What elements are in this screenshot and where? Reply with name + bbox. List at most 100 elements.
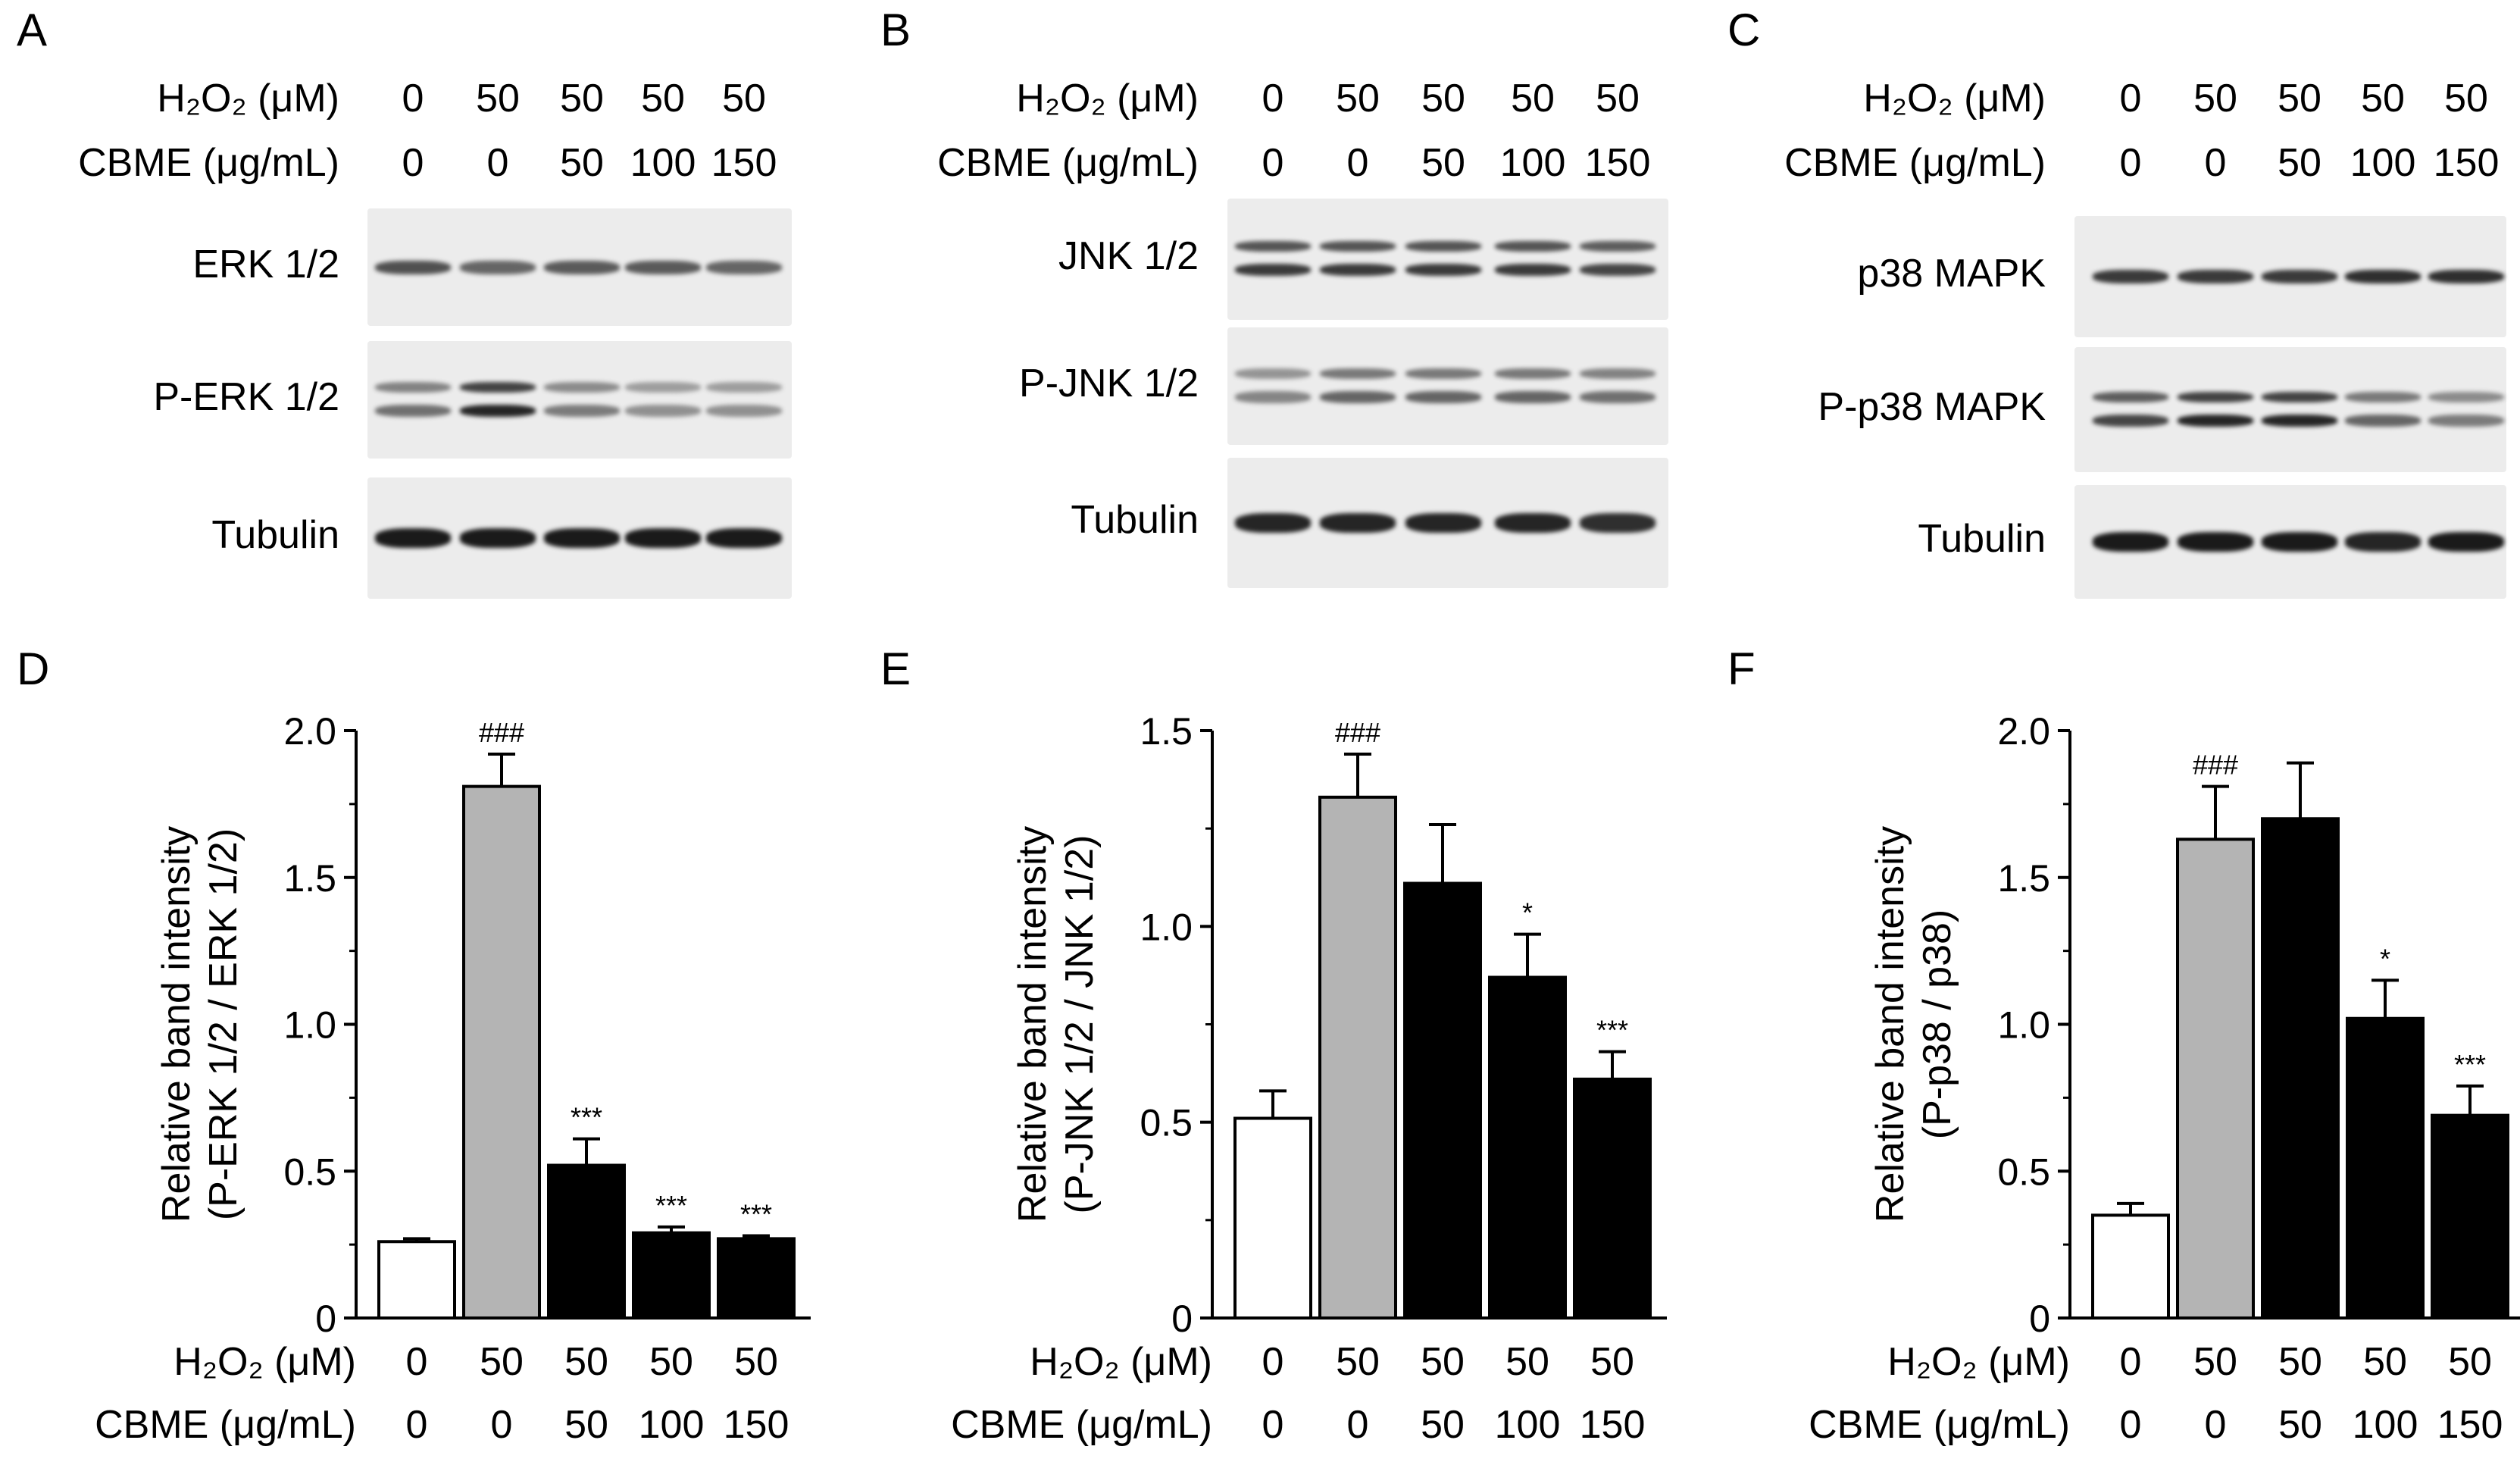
y-axis-label-group: Relative band intensity (P-JNK 1/2 / JNK … (1011, 826, 1102, 1223)
x-cbme-label: CBME (μg/mL) (95, 1403, 356, 1447)
blot-band (1495, 513, 1571, 533)
blot-b-cbme-label: CBME (μg/mL) (937, 141, 1199, 185)
y-axis-label-group: Relative band intensity (P-ERK 1/2 / ERK … (155, 826, 245, 1223)
x-cbme-value: 150 (2437, 1403, 2503, 1447)
blot-band (460, 260, 536, 274)
x-cbme-value: 0 (491, 1403, 513, 1447)
x-cbme-value: 0 (1262, 1403, 1284, 1447)
blot-band (1320, 264, 1396, 276)
bar (377, 1240, 456, 1320)
x-h2o2-value: 50 (1421, 1340, 1465, 1384)
x-h2o2-value: 50 (2448, 1340, 2492, 1384)
blot-b-cbme-value: 0 (1262, 141, 1284, 185)
panel-letter-a: A (17, 5, 48, 55)
x-cbme-value: 100 (2353, 1403, 2418, 1447)
blot-strip (2074, 347, 2506, 472)
significance-label: *** (740, 1199, 772, 1230)
blot-c-h2o2-value: 0 (2119, 77, 2142, 121)
blot-band (544, 381, 620, 393)
blot-strip (1227, 199, 1668, 320)
significance-label: * (1522, 897, 1533, 928)
blot-c-h2o2-value: 50 (2361, 77, 2405, 121)
y-axis-label-sub: (P-p38 / p38) (1915, 909, 1959, 1140)
blot-band (460, 404, 536, 417)
blot-band (2178, 270, 2253, 283)
blot-label: P-ERK 1/2 (153, 374, 339, 419)
blot-strip (2074, 485, 2506, 599)
chart-p-erk: 0 0.5 1.0 1.5 2.0 Relative band intensity (P-E… (95, 710, 811, 1447)
bar (547, 1163, 626, 1320)
x-h2o2-label: H₂O₂ (μM) (1030, 1340, 1212, 1384)
blot-band (625, 404, 701, 417)
blot-band (2428, 532, 2504, 552)
blot-band (2093, 532, 2168, 552)
blot-band (1405, 241, 1481, 252)
x-h2o2-value: 50 (734, 1340, 778, 1384)
blot-band (2345, 391, 2421, 402)
significance-label: *** (1596, 1015, 1628, 1046)
blot-b-h2o2-value: 50 (1511, 77, 1555, 121)
blot-band (625, 260, 701, 274)
y-axis-label: Relative band intensity (1011, 826, 1055, 1223)
x-h2o2-value: 50 (1590, 1340, 1634, 1384)
blot-band (625, 381, 701, 393)
blot-c-cbme-value: 50 (2278, 141, 2321, 185)
blot-a-cbme-value: 0 (402, 141, 424, 185)
bar (1488, 975, 1567, 1320)
blot-band (2262, 414, 2337, 427)
blot-band (2262, 270, 2337, 283)
blot-a-h2o2-value: 50 (476, 77, 520, 121)
blot-band (375, 260, 451, 274)
x-cbme-value: 50 (564, 1403, 608, 1447)
blot-c-h2o2-value: 50 (2193, 77, 2237, 121)
blot-band (2093, 414, 2168, 427)
blot-band (1580, 264, 1656, 276)
blot-band (1235, 241, 1311, 252)
x-h2o2-value: 50 (2278, 1340, 2322, 1384)
y-axis-label-sub: (P-ERK 1/2 / ERK 1/2) (202, 828, 245, 1220)
significance-label: *** (2454, 1049, 2486, 1080)
blot-band (544, 404, 620, 417)
blot-band (2428, 391, 2504, 402)
blot-band (1580, 241, 1656, 252)
blot-band (706, 260, 782, 274)
blot-b-cbme-value: 150 (1584, 141, 1651, 185)
blot-band (1235, 368, 1311, 379)
blot-band (2262, 532, 2337, 552)
y-tick-label: 1.0 (283, 1004, 336, 1047)
blot-label: Tubulin (211, 513, 339, 557)
blot-band (375, 404, 451, 417)
y-tick-label: 0.5 (1997, 1151, 2050, 1193)
significance-label: *** (655, 1190, 687, 1221)
blot-strip (1227, 458, 1668, 588)
panel-letter-c: C (1727, 5, 1761, 55)
blot-label: P-p38 MAPK (1818, 384, 2046, 429)
blot-band (2093, 270, 2168, 283)
y-tick-label: 0 (2029, 1298, 2050, 1340)
x-cbme-label: CBME (μg/mL) (1809, 1403, 2070, 1447)
x-h2o2-value: 0 (406, 1340, 428, 1384)
x-h2o2-value: 0 (2120, 1340, 2142, 1384)
significance-label: ### (479, 717, 524, 748)
blot-b-h2o2-value: 50 (1421, 77, 1465, 121)
bar (1318, 795, 1397, 1320)
blot-a-cbme-value: 100 (630, 141, 696, 185)
blot-label: p38 MAPK (1857, 252, 2046, 296)
y-tick-label: 0.5 (283, 1151, 336, 1193)
blot-c-cbme-label: CBME (μg/mL) (1784, 141, 2046, 185)
blot-band (625, 528, 701, 548)
x-cbme-label: CBME (μg/mL) (951, 1403, 1212, 1447)
blot-band (2093, 391, 2168, 402)
bar (1573, 1077, 1652, 1320)
significance-label: ### (1335, 717, 1380, 748)
blot-band (2262, 391, 2337, 402)
x-cbme-value: 150 (1580, 1403, 1646, 1447)
blot-band (706, 381, 782, 393)
y-tick-label: 2.0 (1997, 710, 2050, 753)
x-cbme-value: 0 (406, 1403, 428, 1447)
x-cbme-value: 150 (724, 1403, 789, 1447)
blot-band (1580, 368, 1656, 379)
blot-band (1495, 264, 1571, 276)
blot-c-cbme-value: 0 (2204, 141, 2227, 185)
blot-band (2178, 391, 2253, 402)
